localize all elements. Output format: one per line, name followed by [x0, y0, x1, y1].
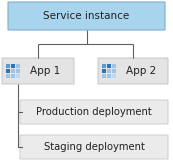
Bar: [107, 74, 111, 78]
FancyBboxPatch shape: [8, 2, 165, 30]
Bar: [11, 64, 15, 68]
Bar: [112, 64, 116, 68]
Text: Production deployment: Production deployment: [36, 107, 152, 117]
Bar: [6, 69, 10, 73]
Bar: [16, 69, 20, 73]
FancyBboxPatch shape: [20, 100, 168, 124]
Bar: [102, 64, 106, 68]
Bar: [102, 69, 106, 73]
Bar: [102, 74, 106, 78]
Text: App 2: App 2: [126, 66, 156, 76]
Text: Service instance: Service instance: [43, 11, 130, 21]
Bar: [16, 64, 20, 68]
Bar: [6, 74, 10, 78]
Bar: [11, 74, 15, 78]
Bar: [11, 69, 15, 73]
Bar: [112, 74, 116, 78]
FancyBboxPatch shape: [98, 58, 168, 84]
Text: App 1: App 1: [30, 66, 60, 76]
FancyBboxPatch shape: [2, 58, 74, 84]
Bar: [6, 64, 10, 68]
FancyBboxPatch shape: [20, 135, 168, 159]
Bar: [112, 69, 116, 73]
Text: Staging deployment: Staging deployment: [44, 142, 144, 152]
Bar: [107, 69, 111, 73]
Bar: [107, 64, 111, 68]
Bar: [16, 74, 20, 78]
